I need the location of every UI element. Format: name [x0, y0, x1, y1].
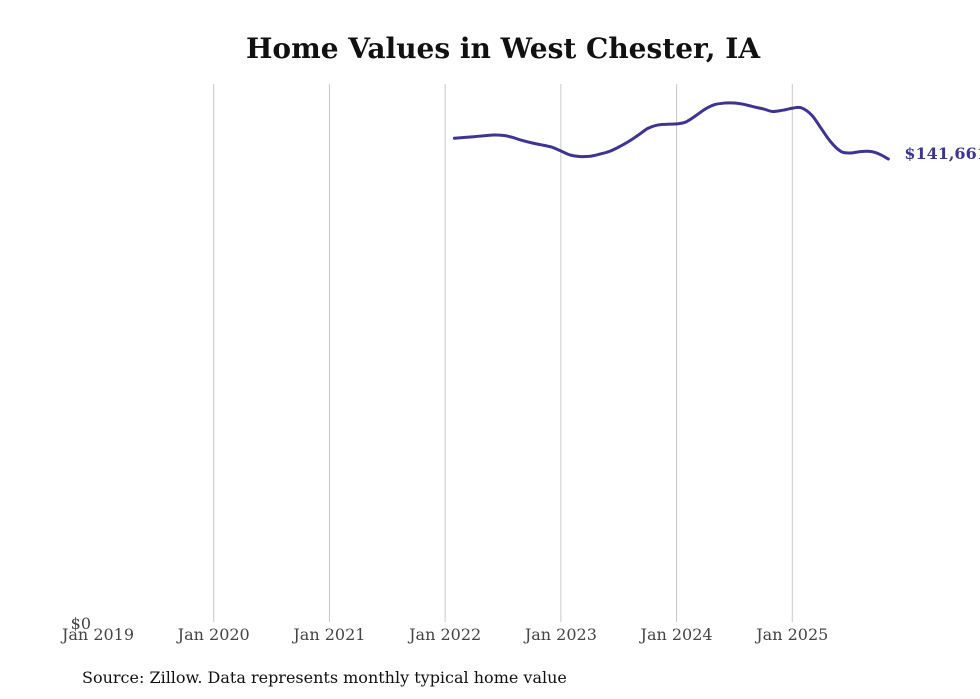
data-point [771, 110, 774, 113]
x-tick-label: Jan 2019 [60, 625, 134, 644]
data-point [781, 108, 785, 112]
y-axis-ticks: $0 [71, 614, 91, 633]
chart-title: Home Values in West Chester, IA [245, 32, 761, 65]
end-value-label: $141,661 [904, 144, 980, 163]
data-point [521, 139, 524, 142]
data-point [752, 105, 756, 109]
data-point [559, 149, 563, 153]
data-point [608, 150, 611, 153]
data-point [472, 135, 476, 138]
data-point [848, 151, 852, 155]
data-point [868, 150, 872, 153]
x-tick-label: Jan 2025 [754, 625, 828, 644]
data-point [733, 101, 736, 105]
x-tick-label: Jan 2021 [291, 625, 365, 644]
chart-plot: Jan 2019 Jan 2020 Jan 2021 Jan 2022 Jan 2023… [60, 84, 980, 644]
y-tick-label: $0 [71, 614, 91, 633]
data-point [810, 114, 814, 117]
data-point [453, 137, 456, 140]
x-tick-label: Jan 2024 [639, 625, 713, 644]
data-point [791, 107, 794, 110]
source-note: Source: Zillow. Data represents monthly … [82, 668, 567, 687]
data-point [742, 103, 745, 106]
x-tick-label: Jan 2020 [176, 625, 250, 644]
home-value-line [452, 101, 890, 161]
data-point [762, 107, 765, 111]
data-point [550, 145, 553, 149]
data-point [511, 136, 514, 139]
data-point [839, 150, 843, 153]
data-point [568, 153, 572, 157]
data-point [646, 127, 649, 130]
x-axis-ticks: Jan 2019 Jan 2020 Jan 2021 Jan 2022 Jan 2023… [60, 625, 828, 644]
data-point [579, 155, 582, 158]
data-point [539, 143, 543, 147]
data-point [655, 124, 659, 127]
data-point [501, 134, 505, 137]
data-point [597, 153, 601, 156]
data-point [530, 141, 534, 145]
data-points [453, 101, 890, 161]
data-point [626, 140, 630, 144]
data-point [877, 152, 881, 156]
x-tick-label: Jan 2022 [407, 625, 481, 644]
data-point [588, 155, 591, 158]
data-point [820, 127, 823, 130]
data-point [617, 145, 620, 149]
data-point [887, 157, 890, 161]
data-point [675, 122, 678, 126]
data-point [695, 114, 698, 117]
x-tick-label: Jan 2023 [523, 625, 597, 644]
data-point [713, 103, 716, 106]
data-point [637, 133, 640, 137]
data-point [492, 133, 495, 137]
gridlines [213, 84, 793, 622]
data-point [829, 140, 832, 143]
data-point [858, 150, 861, 153]
data-point [666, 123, 669, 126]
data-point [684, 120, 688, 124]
data-point [800, 106, 803, 110]
data-point [704, 107, 707, 111]
data-point [723, 101, 727, 105]
